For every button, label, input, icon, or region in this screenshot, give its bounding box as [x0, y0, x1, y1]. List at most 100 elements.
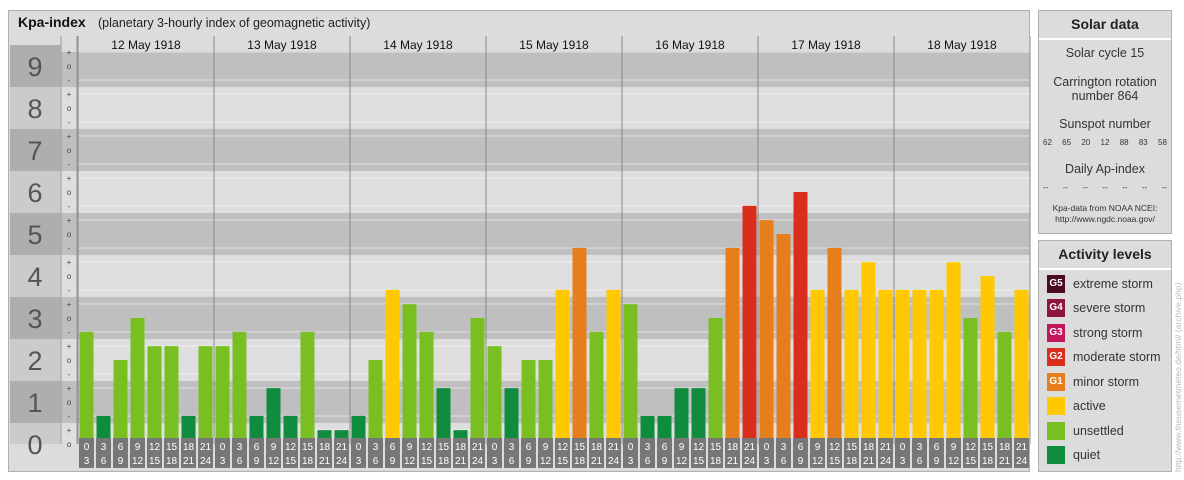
interval-label-box — [623, 438, 638, 468]
interval-start-label: 0 — [356, 442, 362, 453]
interval-end-label: 15 — [149, 456, 161, 467]
interval-label-box — [215, 438, 230, 468]
interval-start-label: 9 — [543, 442, 549, 453]
interval-label-box — [827, 438, 842, 468]
level-label-band — [10, 339, 60, 381]
interval-start-label: 3 — [373, 442, 379, 453]
interval-end-label: 12 — [540, 456, 552, 467]
interval-end-label: 9 — [390, 456, 396, 467]
interval-label-box — [283, 438, 298, 468]
interval-start-label: 18 — [591, 442, 603, 453]
sub-tick-label: o — [67, 398, 72, 407]
y-tick-label: 0 — [27, 430, 42, 460]
interval-end-label: 18 — [438, 456, 450, 467]
legend-item: G3 strong storm — [1047, 323, 1142, 343]
interval-start-label: 21 — [608, 442, 620, 453]
interval-start-label: 21 — [880, 442, 892, 453]
kp-bar — [300, 331, 315, 444]
interval-label-box — [164, 438, 179, 468]
interval-label-box — [436, 438, 451, 468]
interval-start-label: 15 — [846, 442, 858, 453]
interval-label-box — [453, 438, 468, 468]
y-tick-label: 2 — [27, 346, 42, 376]
interval-end-label: 6 — [101, 456, 107, 467]
interval-end-label: 15 — [285, 456, 297, 467]
interval-label-box — [725, 438, 740, 468]
legend-swatch — [1047, 397, 1065, 415]
kp-bar — [657, 415, 672, 444]
sub-tick-label: - — [68, 244, 71, 253]
interval-label-box — [708, 438, 723, 468]
legend-item: active — [1047, 396, 1106, 416]
interval-start-label: 0 — [492, 442, 498, 453]
kp-bar — [606, 289, 621, 444]
kp-bar — [878, 289, 893, 444]
sub-tick-label: + — [67, 132, 72, 141]
interval-label-box — [742, 438, 757, 468]
interval-start-label: 21 — [336, 442, 348, 453]
ap-value: -- — [1141, 183, 1148, 192]
kp-bar — [521, 360, 536, 444]
interval-end-label: 6 — [237, 456, 243, 467]
kp-bar — [164, 346, 179, 444]
level-label-band — [10, 255, 60, 297]
interval-end-label: 15 — [557, 456, 569, 467]
interval-start-label: 9 — [407, 442, 413, 453]
ap-value: -- — [1043, 183, 1049, 192]
day-label: 15 May 1918 — [519, 38, 589, 52]
day-label: 16 May 1918 — [655, 38, 725, 52]
ap-index-title: Daily Ap-index — [1065, 162, 1145, 176]
sub-tick-label: o — [67, 62, 72, 71]
interval-label-box — [963, 438, 978, 468]
interval-end-label: 21 — [999, 456, 1011, 467]
kp-bar — [555, 289, 570, 444]
interval-end-label: 12 — [948, 456, 960, 467]
kp-bar — [793, 192, 808, 444]
interval-start-label: 12 — [693, 442, 705, 453]
interval-start-label: 18 — [319, 442, 331, 453]
sub-tick-label: + — [67, 174, 72, 183]
interval-start-label: 3 — [101, 442, 107, 453]
level-label-band — [10, 45, 60, 87]
day-label: 17 May 1918 — [791, 38, 861, 52]
legend-item: G5 extreme storm — [1047, 274, 1153, 294]
sub-tick-label: + — [67, 300, 72, 309]
interval-start-label: 0 — [84, 442, 90, 453]
level-band — [10, 339, 1030, 381]
kpa-chart: 12 May 1918 13 May 1918 14 May 1918 15 May … — [10, 36, 1031, 468]
kp-bar — [436, 388, 451, 444]
sub-tick-label: - — [68, 160, 71, 169]
interval-end-label: 24 — [880, 456, 892, 467]
interval-label-box — [861, 438, 876, 468]
interval-start-label: 6 — [798, 442, 804, 453]
kp-bar — [181, 415, 196, 444]
interval-label-box — [300, 438, 315, 468]
legend-swatch: G3 — [1047, 324, 1065, 342]
interval-start-label: 18 — [999, 442, 1011, 453]
interval-end-label: 3 — [764, 456, 770, 467]
interval-start-label: 3 — [645, 442, 651, 453]
interval-start-label: 9 — [815, 442, 821, 453]
interval-end-label: 21 — [727, 456, 739, 467]
interval-start-label: 21 — [1016, 442, 1028, 453]
solar-cycle: Solar cycle 15 — [1065, 46, 1145, 60]
legend-label: active — [1073, 399, 1106, 413]
interval-label-box — [181, 438, 196, 468]
interval-label-box — [79, 438, 94, 468]
interval-end-label: 21 — [319, 456, 331, 467]
kp-bar — [249, 415, 264, 444]
kp-bar — [572, 247, 587, 444]
kp-bar — [827, 247, 842, 444]
interval-end-label: 6 — [917, 456, 923, 467]
interval-label-box — [878, 438, 893, 468]
ap-value: -- — [1082, 183, 1088, 192]
y-tick-label: 9 — [27, 52, 42, 82]
kp-bar — [1014, 289, 1029, 444]
kp-bar — [946, 262, 961, 444]
interval-label-box — [334, 438, 349, 468]
interval-start-label: 9 — [271, 442, 277, 453]
interval-start-label: 21 — [744, 442, 756, 453]
solar-data-title: Solar data — [1039, 11, 1171, 40]
interval-end-label: 24 — [472, 456, 484, 467]
data-source-link[interactable]: http://www.ngdc.noaa.gov/ — [1055, 214, 1155, 224]
